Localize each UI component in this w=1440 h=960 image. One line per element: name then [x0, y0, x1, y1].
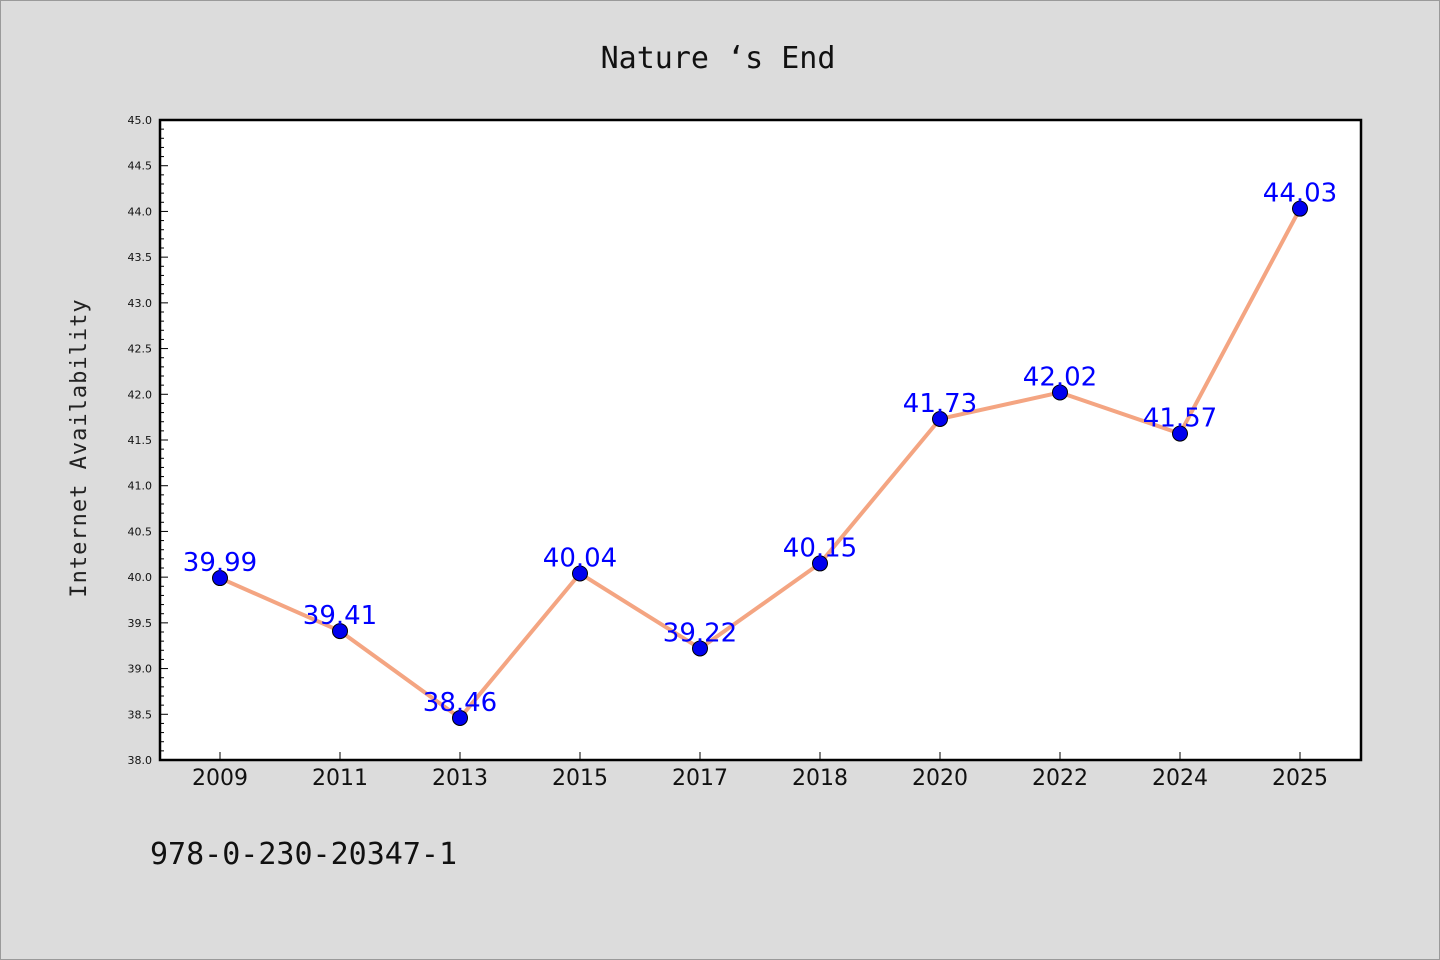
data-label: 41.73 — [903, 389, 977, 419]
data-label: 38.46 — [423, 688, 497, 718]
x-tick-label: 2025 — [1272, 766, 1328, 791]
x-axis: 2009 2011 2013 2015 2017 2018 2020 2022 2024 2025 — [192, 752, 1328, 791]
x-tick-label: 2020 — [912, 766, 968, 791]
series-line-group — [219, 207, 1302, 720]
plot-area — [158, 118, 1363, 762]
data-label: 39.41 — [303, 601, 377, 631]
y-tick-label: 38.0 — [128, 754, 153, 767]
y-tick-label: 39.0 — [128, 663, 153, 676]
data-labels-group: 39.99 39.41 38.46 40.04 39.22 40.15 41.73 42.02… — [183, 179, 1337, 718]
data-point — [332, 623, 348, 640]
data-label: 39.22 — [663, 618, 737, 648]
x-tick-label: 2009 — [192, 766, 248, 791]
y-tick-label: 40.5 — [128, 525, 153, 538]
y-tick-label: 41.5 — [128, 434, 153, 447]
data-point — [692, 640, 708, 657]
y-axis: 38.0 38.5 39.0 39.5 40.0 40.5 41.0 41.5 42.0 42.5… — [128, 114, 168, 767]
data-point — [1172, 425, 1188, 442]
data-label: 40.04 — [543, 543, 617, 573]
data-point — [572, 565, 588, 582]
data-label: 44.03 — [1263, 179, 1337, 209]
data-point — [1292, 200, 1308, 217]
data-point — [1052, 384, 1068, 401]
x-tick-label: 2011 — [312, 766, 368, 791]
y-tick-label: 42.0 — [128, 388, 153, 401]
data-point — [932, 410, 948, 427]
y-tick-label: 44.5 — [128, 160, 153, 173]
x-tick-label: 2022 — [1032, 766, 1088, 791]
data-point — [452, 709, 468, 726]
y-tick-label: 40.0 — [128, 571, 153, 584]
series-line — [219, 207, 1302, 720]
data-label: 39.99 — [183, 548, 257, 578]
y-tick-label: 41.0 — [128, 480, 153, 493]
x-tick-label: 2024 — [1152, 766, 1208, 791]
data-label: 40.15 — [783, 533, 857, 563]
data-point — [212, 570, 228, 587]
data-point — [812, 555, 828, 572]
data-label: 41.57 — [1143, 404, 1217, 434]
y-tick-label: 43.5 — [128, 251, 153, 264]
y-tick-label: 45.0 — [128, 114, 153, 127]
x-tick-label: 2013 — [432, 766, 488, 791]
x-tick-label: 2015 — [552, 766, 608, 791]
chart-title: Nature ‘s End — [601, 41, 836, 76]
y-axis-label: Internet Availability — [67, 298, 92, 597]
x-tick-label: 2017 — [672, 766, 728, 791]
x-tick-label: 2018 — [792, 766, 848, 791]
y-tick-label: 38.5 — [128, 708, 153, 721]
y-tick-label: 39.5 — [128, 617, 153, 630]
markers-group — [212, 200, 1308, 726]
y-tick-label: 43.0 — [128, 297, 153, 310]
data-label: 42.02 — [1023, 362, 1097, 392]
y-tick-label: 42.5 — [128, 343, 153, 356]
y-tick-label: 44.0 — [128, 205, 153, 218]
footer-isbn: 978-0-230-20347-1 — [150, 837, 457, 872]
